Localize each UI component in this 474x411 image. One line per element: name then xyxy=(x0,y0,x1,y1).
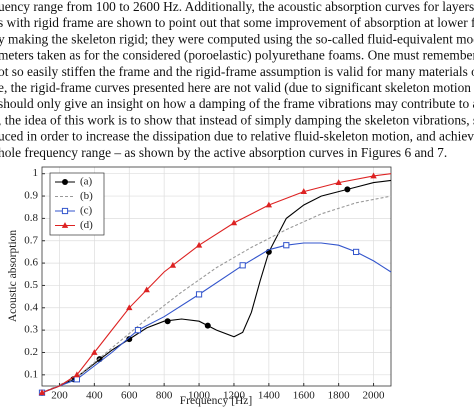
marker xyxy=(73,376,81,383)
legend-label: (b) xyxy=(80,190,93,202)
marker xyxy=(204,322,211,329)
y-tick-label: 0.1 xyxy=(24,368,38,380)
marker xyxy=(230,219,238,226)
text-line: ot so easily stiffen the frame and the r… xyxy=(0,64,474,79)
x-tick-label: 200 xyxy=(51,390,68,402)
legend-label: (c) xyxy=(80,205,93,217)
x-tick-label: 1400 xyxy=(258,390,281,402)
y-tick-label: 0.6 xyxy=(24,257,38,269)
marker xyxy=(300,188,307,194)
text-line: hole frequency range – as shown by the a… xyxy=(0,145,447,160)
y-tick-label: 0.7 xyxy=(24,234,38,246)
x-axis-label: Frequency [Hz] xyxy=(180,395,252,407)
marker xyxy=(195,241,203,248)
series-line xyxy=(41,242,392,394)
marker xyxy=(335,179,342,186)
marker xyxy=(38,389,46,396)
x-tick-label: 2000 xyxy=(363,390,386,402)
text-line: e, the rigid-frame curves presented here… xyxy=(0,80,474,95)
marker xyxy=(164,318,171,325)
y-tick-label: 0.9 xyxy=(24,190,38,202)
marker xyxy=(353,248,360,256)
text-line: uency range from 100 to 2600 Hz. Additio… xyxy=(0,0,474,14)
text-line: y making the skeleton rigid; they were c… xyxy=(0,31,474,46)
legend-label: (a) xyxy=(80,176,93,188)
text-line: meters taken as for the considered (poro… xyxy=(0,48,474,63)
text-line: should only give an insight on how a dam… xyxy=(0,96,474,111)
legend-marker xyxy=(61,222,69,228)
y-tick-label: 0.3 xyxy=(24,324,38,336)
legend-box xyxy=(49,172,105,236)
x-tick-label: 800 xyxy=(156,390,173,402)
y-tick-label: 1 xyxy=(33,167,39,179)
plot-frame xyxy=(41,166,392,387)
marker xyxy=(195,291,203,298)
x-tick-label: 600 xyxy=(121,390,138,402)
y-tick-label: 0.4 xyxy=(24,301,38,313)
y-tick-label: 0.8 xyxy=(24,212,38,224)
marker xyxy=(126,336,133,343)
marker xyxy=(265,201,273,208)
series-line xyxy=(41,195,392,394)
marker xyxy=(126,304,133,311)
marker xyxy=(239,262,246,269)
marker xyxy=(283,242,290,249)
legend-marker xyxy=(61,207,69,215)
marker xyxy=(169,261,177,268)
x-tick-label: 1800 xyxy=(328,390,351,402)
marker xyxy=(370,172,377,179)
marker xyxy=(134,327,142,334)
text-line: uced in order to increase the dissipatio… xyxy=(0,129,474,144)
marker xyxy=(344,186,351,193)
text-line: s with rigid frame are shown to point ou… xyxy=(0,15,474,30)
y-tick-label: 0.2 xyxy=(24,346,38,358)
x-tick-label: 1600 xyxy=(293,390,316,402)
y-tick-label: 0.5 xyxy=(24,279,38,291)
marker xyxy=(73,371,81,378)
x-tick-label: 400 xyxy=(86,390,103,402)
legend-marker xyxy=(62,179,68,185)
legend-label: (d) xyxy=(80,219,93,231)
series-line xyxy=(41,179,392,394)
marker xyxy=(91,349,98,355)
text-line: , the idea of this work is to show that … xyxy=(0,112,474,127)
x-tick-label: 1200 xyxy=(223,390,246,402)
y-axis-label: Acoustic absorption xyxy=(7,230,19,323)
x-tick-label: 1000 xyxy=(188,390,211,402)
marker xyxy=(143,286,150,293)
